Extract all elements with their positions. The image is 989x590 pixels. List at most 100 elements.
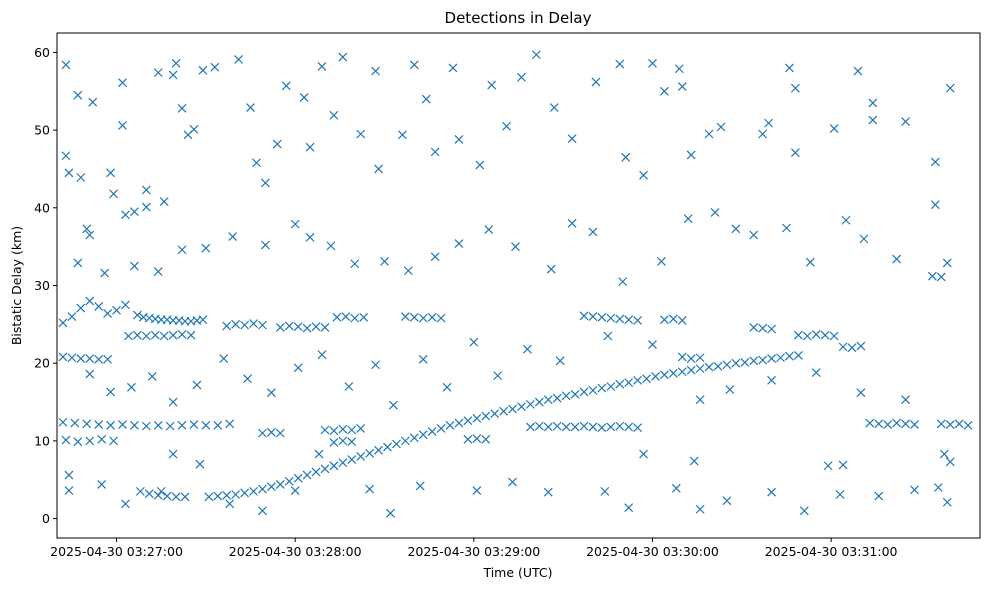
- data-point: [225, 499, 235, 509]
- x-tick-label: 2025-04-30 03:28:00: [229, 544, 362, 559]
- data-point: [350, 313, 360, 323]
- data-point: [668, 368, 678, 378]
- data-point: [606, 382, 616, 391]
- data-point: [344, 382, 354, 391]
- data-point: [511, 242, 520, 252]
- data-point: [338, 436, 348, 446]
- data-point: [189, 124, 199, 134]
- data-point: [106, 387, 116, 397]
- data-point: [656, 256, 666, 266]
- data-point: [347, 437, 357, 447]
- data-point: [838, 460, 848, 470]
- data-point: [472, 413, 482, 423]
- data-point: [61, 60, 71, 70]
- data-point: [820, 330, 830, 340]
- data-point: [112, 305, 121, 315]
- data-point: [767, 354, 777, 363]
- data-point: [186, 330, 196, 340]
- data-point: [386, 508, 395, 518]
- data-point: [103, 354, 113, 364]
- data-point: [106, 168, 116, 178]
- data-point: [936, 272, 946, 282]
- data-point: [73, 258, 83, 268]
- data-point: [159, 331, 169, 341]
- data-point: [892, 254, 902, 264]
- data-point: [311, 467, 321, 477]
- data-point: [853, 66, 863, 76]
- data-point: [534, 421, 544, 431]
- data-point: [409, 60, 419, 70]
- y-tick-label: 0: [42, 511, 50, 526]
- data-point: [171, 492, 181, 502]
- data-point: [633, 423, 643, 433]
- data-point: [240, 320, 250, 330]
- data-point: [124, 331, 133, 341]
- data-points: [58, 50, 973, 518]
- data-point: [767, 375, 777, 385]
- data-point: [648, 58, 657, 68]
- data-point: [552, 421, 562, 431]
- data-point: [320, 323, 330, 332]
- data-point: [567, 218, 577, 228]
- data-point: [639, 449, 648, 459]
- data-point: [659, 370, 669, 380]
- data-point: [177, 330, 187, 339]
- data-point: [427, 427, 437, 436]
- data-point: [835, 490, 845, 499]
- data-point: [61, 151, 71, 161]
- data-point: [252, 158, 261, 168]
- data-point: [153, 490, 163, 500]
- data-point: [793, 330, 803, 340]
- data-point: [686, 354, 696, 363]
- data-point: [409, 312, 419, 322]
- data-point: [94, 302, 104, 311]
- data-point: [659, 315, 669, 325]
- data-point: [624, 422, 634, 432]
- data-point: [651, 371, 660, 381]
- data-point: [371, 360, 381, 370]
- data-point: [427, 312, 437, 322]
- data-point: [359, 312, 369, 322]
- data-point: [198, 315, 208, 325]
- data-point: [195, 459, 205, 469]
- data-point: [856, 341, 866, 351]
- data-point: [472, 486, 482, 496]
- data-point: [228, 232, 238, 241]
- data-point: [222, 490, 232, 500]
- data-point: [305, 232, 315, 242]
- data-point: [141, 202, 151, 212]
- data-point: [320, 464, 330, 474]
- data-point: [731, 224, 741, 234]
- data-point: [100, 268, 110, 278]
- data-point: [442, 382, 452, 392]
- data-point: [534, 397, 544, 407]
- data-point: [716, 122, 726, 132]
- data-point: [329, 461, 339, 471]
- data-point: [493, 371, 503, 381]
- data-point: [132, 330, 142, 340]
- data-point: [121, 499, 130, 509]
- data-point: [448, 63, 458, 73]
- data-point: [415, 481, 425, 491]
- data-point: [475, 160, 485, 170]
- data-point: [597, 383, 607, 393]
- data-point: [365, 484, 375, 494]
- data-point: [963, 420, 973, 430]
- data-point: [299, 93, 309, 102]
- data-point: [695, 353, 705, 363]
- data-point: [677, 352, 687, 362]
- data-point: [258, 506, 267, 516]
- y-tick-label: 60: [34, 45, 50, 60]
- data-point: [686, 365, 696, 375]
- data-point: [85, 436, 95, 446]
- data-point: [683, 214, 693, 224]
- data-point: [290, 486, 300, 496]
- data-point: [70, 418, 80, 428]
- data-point: [260, 178, 270, 188]
- data-point: [97, 479, 107, 489]
- data-point: [246, 103, 255, 113]
- data-point: [374, 164, 383, 174]
- data-point: [76, 303, 86, 313]
- data-point: [118, 78, 127, 88]
- data-point: [793, 350, 803, 360]
